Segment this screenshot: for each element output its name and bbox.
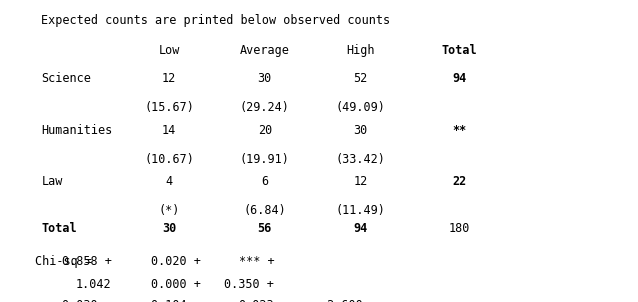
Text: (11.49): (11.49) [336,204,385,217]
Text: =2.600: =2.600 [321,299,364,302]
Text: 0.858 +: 0.858 + [62,255,112,268]
Text: 94: 94 [452,72,466,85]
Text: Total: Total [441,44,477,57]
Text: 6: 6 [261,175,269,188]
Text: (*): (*) [158,204,180,217]
Text: 56: 56 [258,222,272,235]
Text: Humanities: Humanities [41,124,113,137]
Text: 4: 4 [165,175,173,188]
Text: Total: Total [41,222,77,235]
Text: (49.09): (49.09) [336,101,385,114]
Text: 30: 30 [258,72,272,85]
Text: 52: 52 [353,72,367,85]
Text: *** +: *** + [239,255,274,268]
Text: 0.350 +: 0.350 + [225,278,274,291]
Text: 30: 30 [162,222,176,235]
Text: 0.000 +: 0.000 + [151,278,201,291]
Text: Expected counts are printed below observed counts: Expected counts are printed below observ… [41,14,390,27]
Text: Chi-sq =: Chi-sq = [35,255,92,268]
Text: Law: Law [41,175,63,188]
Text: (10.67): (10.67) [144,153,194,165]
Text: Low: Low [158,44,180,57]
Text: High: High [346,44,375,57]
Text: Average: Average [240,44,290,57]
Text: 12: 12 [162,72,176,85]
Text: 0.104 +: 0.104 + [151,299,201,302]
Text: (15.67): (15.67) [144,101,194,114]
Text: 22: 22 [452,175,466,188]
Text: 0.023: 0.023 [239,299,274,302]
Text: 180: 180 [449,222,470,235]
Text: 30: 30 [353,124,367,137]
Text: 0.030 +: 0.030 + [62,299,112,302]
Text: 14: 14 [162,124,176,137]
Text: 94: 94 [353,222,367,235]
Text: (19.91): (19.91) [240,153,290,165]
Text: (29.24): (29.24) [240,101,290,114]
Text: (33.42): (33.42) [336,153,385,165]
Text: 1.042: 1.042 [76,278,112,291]
Text: Science: Science [41,72,91,85]
Text: 12: 12 [353,175,367,188]
Text: **: ** [452,124,466,137]
Text: (6.84): (6.84) [243,204,286,217]
Text: 0.020 +: 0.020 + [151,255,201,268]
Text: 20: 20 [258,124,272,137]
